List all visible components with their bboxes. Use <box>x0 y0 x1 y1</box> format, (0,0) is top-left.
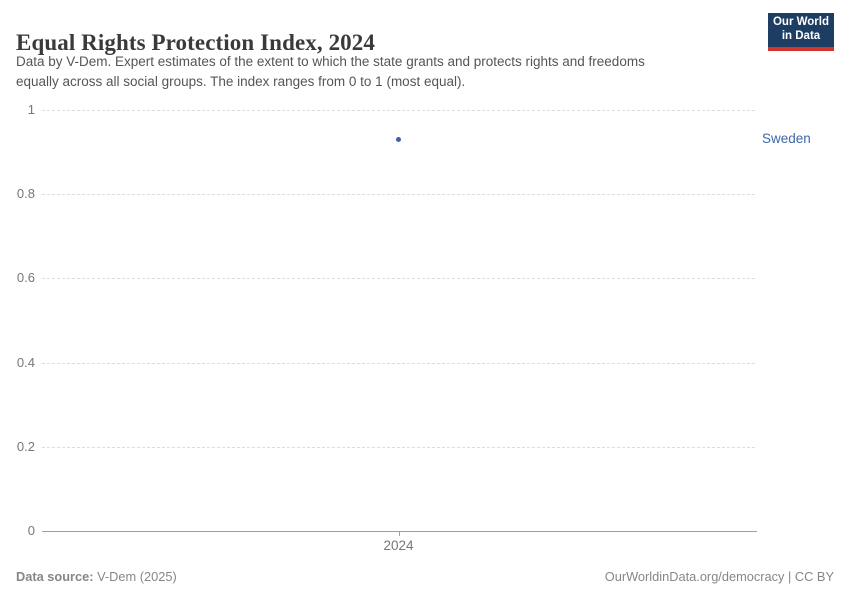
y-axis-tick-label: 0.8 <box>16 186 35 202</box>
chart-title: Equal Rights Protection Index, 2024 <box>16 30 375 56</box>
gridline-y-0.6 <box>42 278 755 280</box>
chart-subtitle: Data by V-Dem. Expert estimates of the e… <box>16 52 645 91</box>
x-axis-tick <box>398 531 400 536</box>
y-axis-tick-label: 0 <box>27 523 35 538</box>
entity-label-sweden[interactable]: Sweden <box>762 131 811 147</box>
data-source-value: V-Dem (2025) <box>93 569 177 584</box>
data-source-label: Data source: <box>16 569 94 584</box>
data-point-sweden[interactable] <box>396 136 401 142</box>
y-axis-tick-label: 0.2 <box>16 438 35 454</box>
chart-subtitle-line2: equally across all social groups. The in… <box>16 73 466 89</box>
plot-area <box>42 110 757 532</box>
owid-logo[interactable]: Our World in Data <box>768 13 834 51</box>
owid-logo-line2: in Data <box>781 29 821 42</box>
chart-footer: Data source: V-Dem (2025) OurWorldinData… <box>16 569 834 584</box>
x-axis-line <box>42 531 757 532</box>
owid-logo-line1: Our World <box>772 16 829 28</box>
gridline-y-0.2 <box>42 446 755 448</box>
gridline-y-0.8 <box>42 194 755 196</box>
data-source-note: Data source: V-Dem (2025) <box>16 569 177 584</box>
footer-link[interactable]: OurWorldinData.org/democracy | CC BY <box>604 569 834 584</box>
x-axis-tick-label: 2024 <box>383 538 414 553</box>
chart-subtitle-line1: Data by V-Dem. Expert estimates of the e… <box>16 54 645 69</box>
gridline-y-1 <box>42 110 755 111</box>
y-axis-tick-label: 1 <box>27 102 35 117</box>
y-axis-tick-label: 0.6 <box>16 270 35 286</box>
gridline-y-0.4 <box>42 362 755 364</box>
y-axis-tick-label: 0.4 <box>16 354 35 370</box>
